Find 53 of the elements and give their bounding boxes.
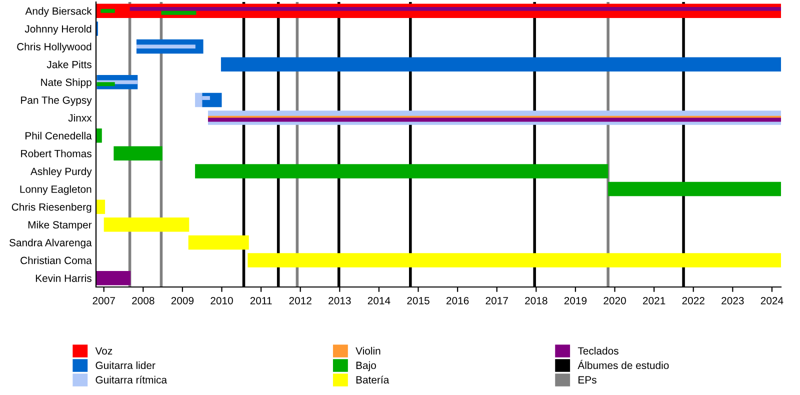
y-tick-label: Chris Hollywood [17, 42, 92, 52]
bar [104, 218, 190, 232]
y-tick-label: Sandra Alvarenga [9, 238, 92, 248]
bar [96, 128, 102, 143]
x-tick-label: 2023 [722, 296, 744, 304]
legend-label: Batería [356, 376, 390, 384]
legend-label: EPs [578, 376, 596, 384]
y-tick-label: Robert Thomas [21, 150, 92, 158]
x-tick-label: 2019 [564, 296, 587, 304]
x-tick-label: 2014 [368, 296, 390, 304]
y-tick-label: Nate Shipp [41, 78, 92, 88]
y-tick-label: Christian Coma [20, 256, 92, 264]
legend-label: Violin [356, 346, 380, 355]
bar [220, 57, 781, 72]
bar [195, 164, 608, 178]
y-tick-label: Jake Pitts [46, 60, 92, 68]
legend-label: Teclados [578, 346, 618, 355]
x-tick-label: 2020 [604, 296, 626, 304]
x-tick-label: 2007 [92, 296, 115, 304]
y-tick-label: Pan The Gypsy [21, 96, 92, 106]
y-tick-label: Johnny Herold [24, 24, 92, 35]
x-tick-label: 2013 [328, 296, 351, 304]
x-tick-label: 2011 [250, 296, 272, 304]
x-tick-label: 2012 [289, 296, 312, 304]
y-tick-label: Mike Stamper [28, 220, 92, 231]
x-tick-label: 2010 [210, 296, 233, 304]
y-tick-label: Kevin Harris [36, 274, 92, 282]
x-tick-label: 2024 [760, 296, 784, 304]
legend-label: Guitarra rítmica [96, 376, 168, 384]
bar [188, 235, 249, 250]
y-tick-label: Andy Biersack [25, 7, 92, 17]
bar [248, 253, 781, 268]
legend-label: Guitarra lider [96, 361, 156, 370]
x-tick-label: 2015 [407, 296, 430, 304]
x-tick-label: 2018 [525, 296, 548, 304]
x-tick-label: 2009 [171, 296, 194, 304]
x-tick-label: 2016 [446, 296, 469, 304]
x-tick-label: 2022 [682, 296, 704, 304]
bar [608, 182, 781, 196]
bar [114, 146, 162, 161]
x-tick-label: 2017 [486, 296, 508, 304]
y-tick-label: Chris Riesenberg [12, 203, 92, 213]
legend-label: Voz [95, 347, 112, 355]
y-tick-label: Lonny Eagleton [20, 185, 92, 195]
y-tick-label: Jinxx [68, 114, 92, 122]
bar [96, 200, 106, 214]
legend-label: Álbumes de estudio [578, 360, 669, 370]
bar [161, 10, 196, 15]
legend-label: Bajo [356, 361, 376, 372]
y-tick-label: Ashley Purdy [30, 167, 92, 178]
x-tick-label: 2021 [643, 296, 666, 304]
x-tick-label: 2008 [132, 296, 154, 304]
y-tick-label: Phil Cenedella [26, 132, 92, 140]
